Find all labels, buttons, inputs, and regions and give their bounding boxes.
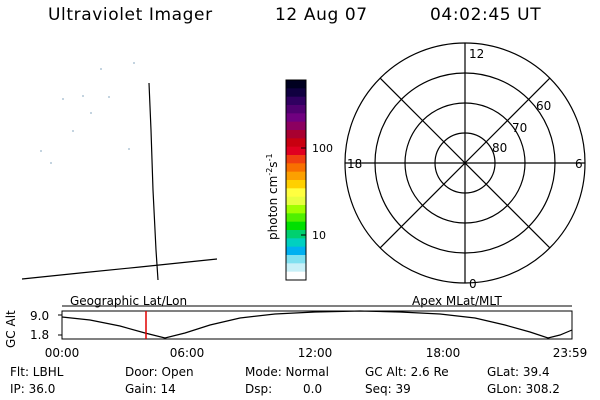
altitude-curve (61, 310, 573, 339)
colorbar-cell (286, 121, 306, 131)
x-tick-label-0600: 06:00 (169, 346, 205, 360)
filter-status: Flt: LBHL (10, 365, 64, 379)
colorbar-cell (286, 155, 306, 164)
colorbar-cell (286, 171, 306, 181)
mlt-label-0: 0 (469, 277, 477, 291)
colorbar-cell (286, 263, 306, 273)
colorbar-cell (286, 255, 306, 264)
polar-grid (344, 42, 586, 284)
colorbar-cells (286, 80, 306, 281)
plot-frame (61, 310, 573, 340)
colorbar-cell (286, 196, 306, 206)
y-axis-label: GC Alt (4, 310, 18, 348)
sequence-status: Seq: 39 (365, 382, 411, 396)
geo-latitude-status: GLat: 39.4 (487, 365, 550, 379)
longitude-grid-line (148, 82, 159, 281)
x-tick-label-1200: 12:00 (297, 346, 333, 360)
polar-labels: 60 70 80 12 0 18 6 (347, 47, 583, 291)
colorbar-cell (286, 80, 306, 89)
geo-longitude-status: GLon: 308.2 (487, 382, 560, 396)
colorbar-cell (286, 221, 306, 231)
colorbar-cell (286, 238, 306, 248)
colorbar-cell (286, 213, 306, 223)
colorbar-label-100: 100 (312, 142, 333, 155)
colorbar-cell (286, 146, 306, 156)
colorbar-cell (286, 138, 306, 148)
orbit-altitude-plot (58, 305, 573, 340)
colorbar-cell (286, 163, 306, 173)
dsp-label: Dsp: (245, 382, 273, 396)
colorbar-cell (286, 96, 306, 106)
y-tick-label-9: 9.0 (30, 309, 50, 323)
mlt-label-18: 18 (347, 157, 362, 171)
geographic-image-panel (21, 62, 218, 281)
apex-grid-label: Apex MLat/MLT (412, 294, 502, 308)
faint-emission-dots (40, 62, 135, 164)
colorbar-cell (286, 230, 306, 239)
mlt-diagonal-2 (379, 77, 551, 249)
mode-status: Mode: Normal (245, 365, 329, 379)
mlt-label-12: 12 (469, 47, 484, 61)
colorbar-cell (286, 246, 306, 256)
colorbar-unit-label: photon cm-2s-1 (265, 153, 280, 240)
x-tick-label-0000: 00:00 (44, 346, 80, 360)
colorbar-cell (286, 180, 306, 189)
gain-status: Gain: 14 (125, 382, 176, 396)
image-date: 12 Aug 07 (275, 5, 368, 25)
colorbar-cell (286, 130, 306, 139)
colorbar-cell (286, 88, 306, 98)
mlt-label-6: 6 (575, 157, 583, 171)
colorbar-cell (286, 271, 306, 281)
instrument-title: Ultraviolet Imager (48, 5, 213, 25)
latitude-grid-line (21, 258, 218, 280)
lat-label-80: 80 (492, 141, 507, 155)
y-tick-label-1.8: 1.8 (30, 328, 50, 342)
x-tick-label-1800: 18:00 (425, 346, 461, 360)
x-tick-label-2359: 23:59 (552, 346, 588, 360)
colorbar-label-10: 10 (312, 229, 326, 242)
colorbar-cell (286, 205, 306, 214)
colorbar-cell (286, 188, 306, 198)
image-time: 04:02:45 UT (430, 5, 542, 25)
colorbar: 100 10 photon cm-2s-1 (265, 79, 333, 281)
dsp-value: 0.0 (303, 382, 323, 396)
gc-altitude-status: GC Alt: 2.6 Re (365, 365, 449, 379)
lat-label-60: 60 (536, 99, 551, 113)
lat-label-70: 70 (512, 121, 527, 135)
ip-status: IP: 36.0 (10, 382, 56, 396)
door-status: Door: Open (125, 365, 194, 379)
colorbar-cell (286, 113, 306, 123)
colorbar-cell (286, 105, 306, 114)
geographic-grid-label: Geographic Lat/Lon (70, 294, 188, 308)
